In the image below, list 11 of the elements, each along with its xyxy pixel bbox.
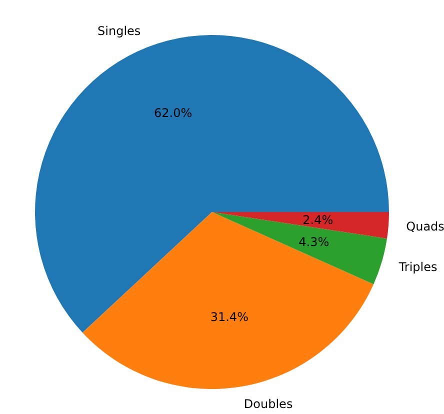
data-label: 62.0% (154, 106, 192, 120)
slice-label: Triples (398, 260, 438, 274)
slice-label: Doubles (244, 397, 293, 412)
pie-slice (212, 212, 389, 239)
pie-slice (82, 212, 374, 389)
data-label: 2.4% (302, 212, 334, 227)
slice-label: Quads (406, 220, 444, 234)
pie-slice (212, 212, 387, 284)
slice-label: Singles (98, 24, 141, 38)
data-label: 31.4% (210, 310, 248, 324)
data-label: 4.3% (298, 234, 330, 249)
